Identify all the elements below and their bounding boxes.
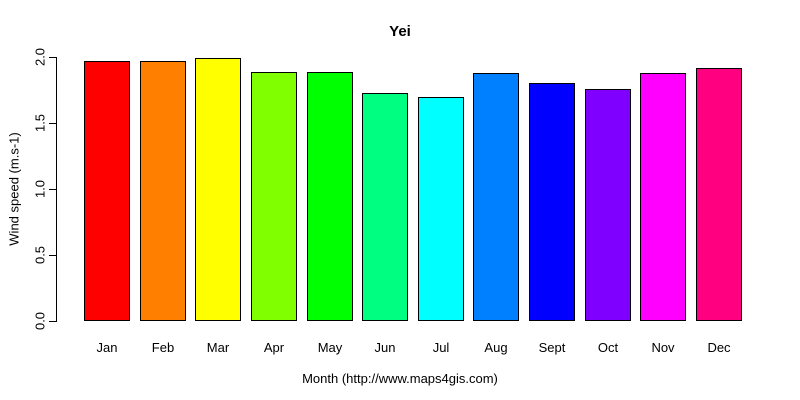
bar-may: [307, 72, 353, 321]
x-tick-label-may: May: [317, 340, 343, 355]
y-tick-label-0.5: 0.5: [32, 245, 48, 265]
x-tick-label-sept: Sept: [538, 340, 566, 355]
bar-aug: [473, 73, 519, 321]
bar-mar: [195, 58, 241, 321]
bar-feb: [140, 61, 186, 321]
y-tick-1.5: [49, 123, 56, 124]
bar-nov: [640, 73, 686, 321]
y-tick-label-2.0: 2.0: [32, 47, 48, 67]
x-tick-label-jan: Jan: [96, 340, 118, 355]
x-tick-label-dec: Dec: [707, 340, 731, 355]
bar-dec: [696, 68, 742, 321]
x-axis-title: Month (http://www.maps4gis.com): [302, 371, 498, 386]
bar-oct: [585, 89, 631, 321]
y-axis-line: [56, 57, 57, 322]
bar-jun: [362, 93, 408, 321]
x-tick-label-nov: Nov: [651, 340, 675, 355]
y-tick-2.0: [49, 57, 56, 58]
x-tick-label-jul: Jul: [432, 340, 450, 355]
x-tick-label-mar: Mar: [206, 340, 230, 355]
y-tick-label-1.5: 1.5: [32, 113, 48, 133]
x-tick-label-apr: Apr: [263, 340, 285, 355]
y-tick-label-1.0: 1.0: [32, 179, 48, 199]
chart-title: Yei: [389, 23, 411, 40]
bar-jan: [84, 61, 130, 321]
x-tick-label-oct: Oct: [597, 340, 619, 355]
y-tick-0.0: [49, 321, 56, 322]
bar-jul: [418, 97, 464, 321]
bar-apr: [251, 72, 297, 321]
bar-sept: [529, 83, 575, 321]
y-tick-1.0: [49, 189, 56, 190]
x-tick-label-jun: Jun: [374, 340, 396, 355]
y-tick-0.5: [49, 255, 56, 256]
x-tick-label-feb: Feb: [151, 340, 175, 355]
y-axis-title: Wind speed (m.s-1): [6, 132, 22, 246]
x-tick-label-aug: Aug: [484, 340, 508, 355]
y-tick-label-0.0: 0.0: [32, 311, 48, 331]
